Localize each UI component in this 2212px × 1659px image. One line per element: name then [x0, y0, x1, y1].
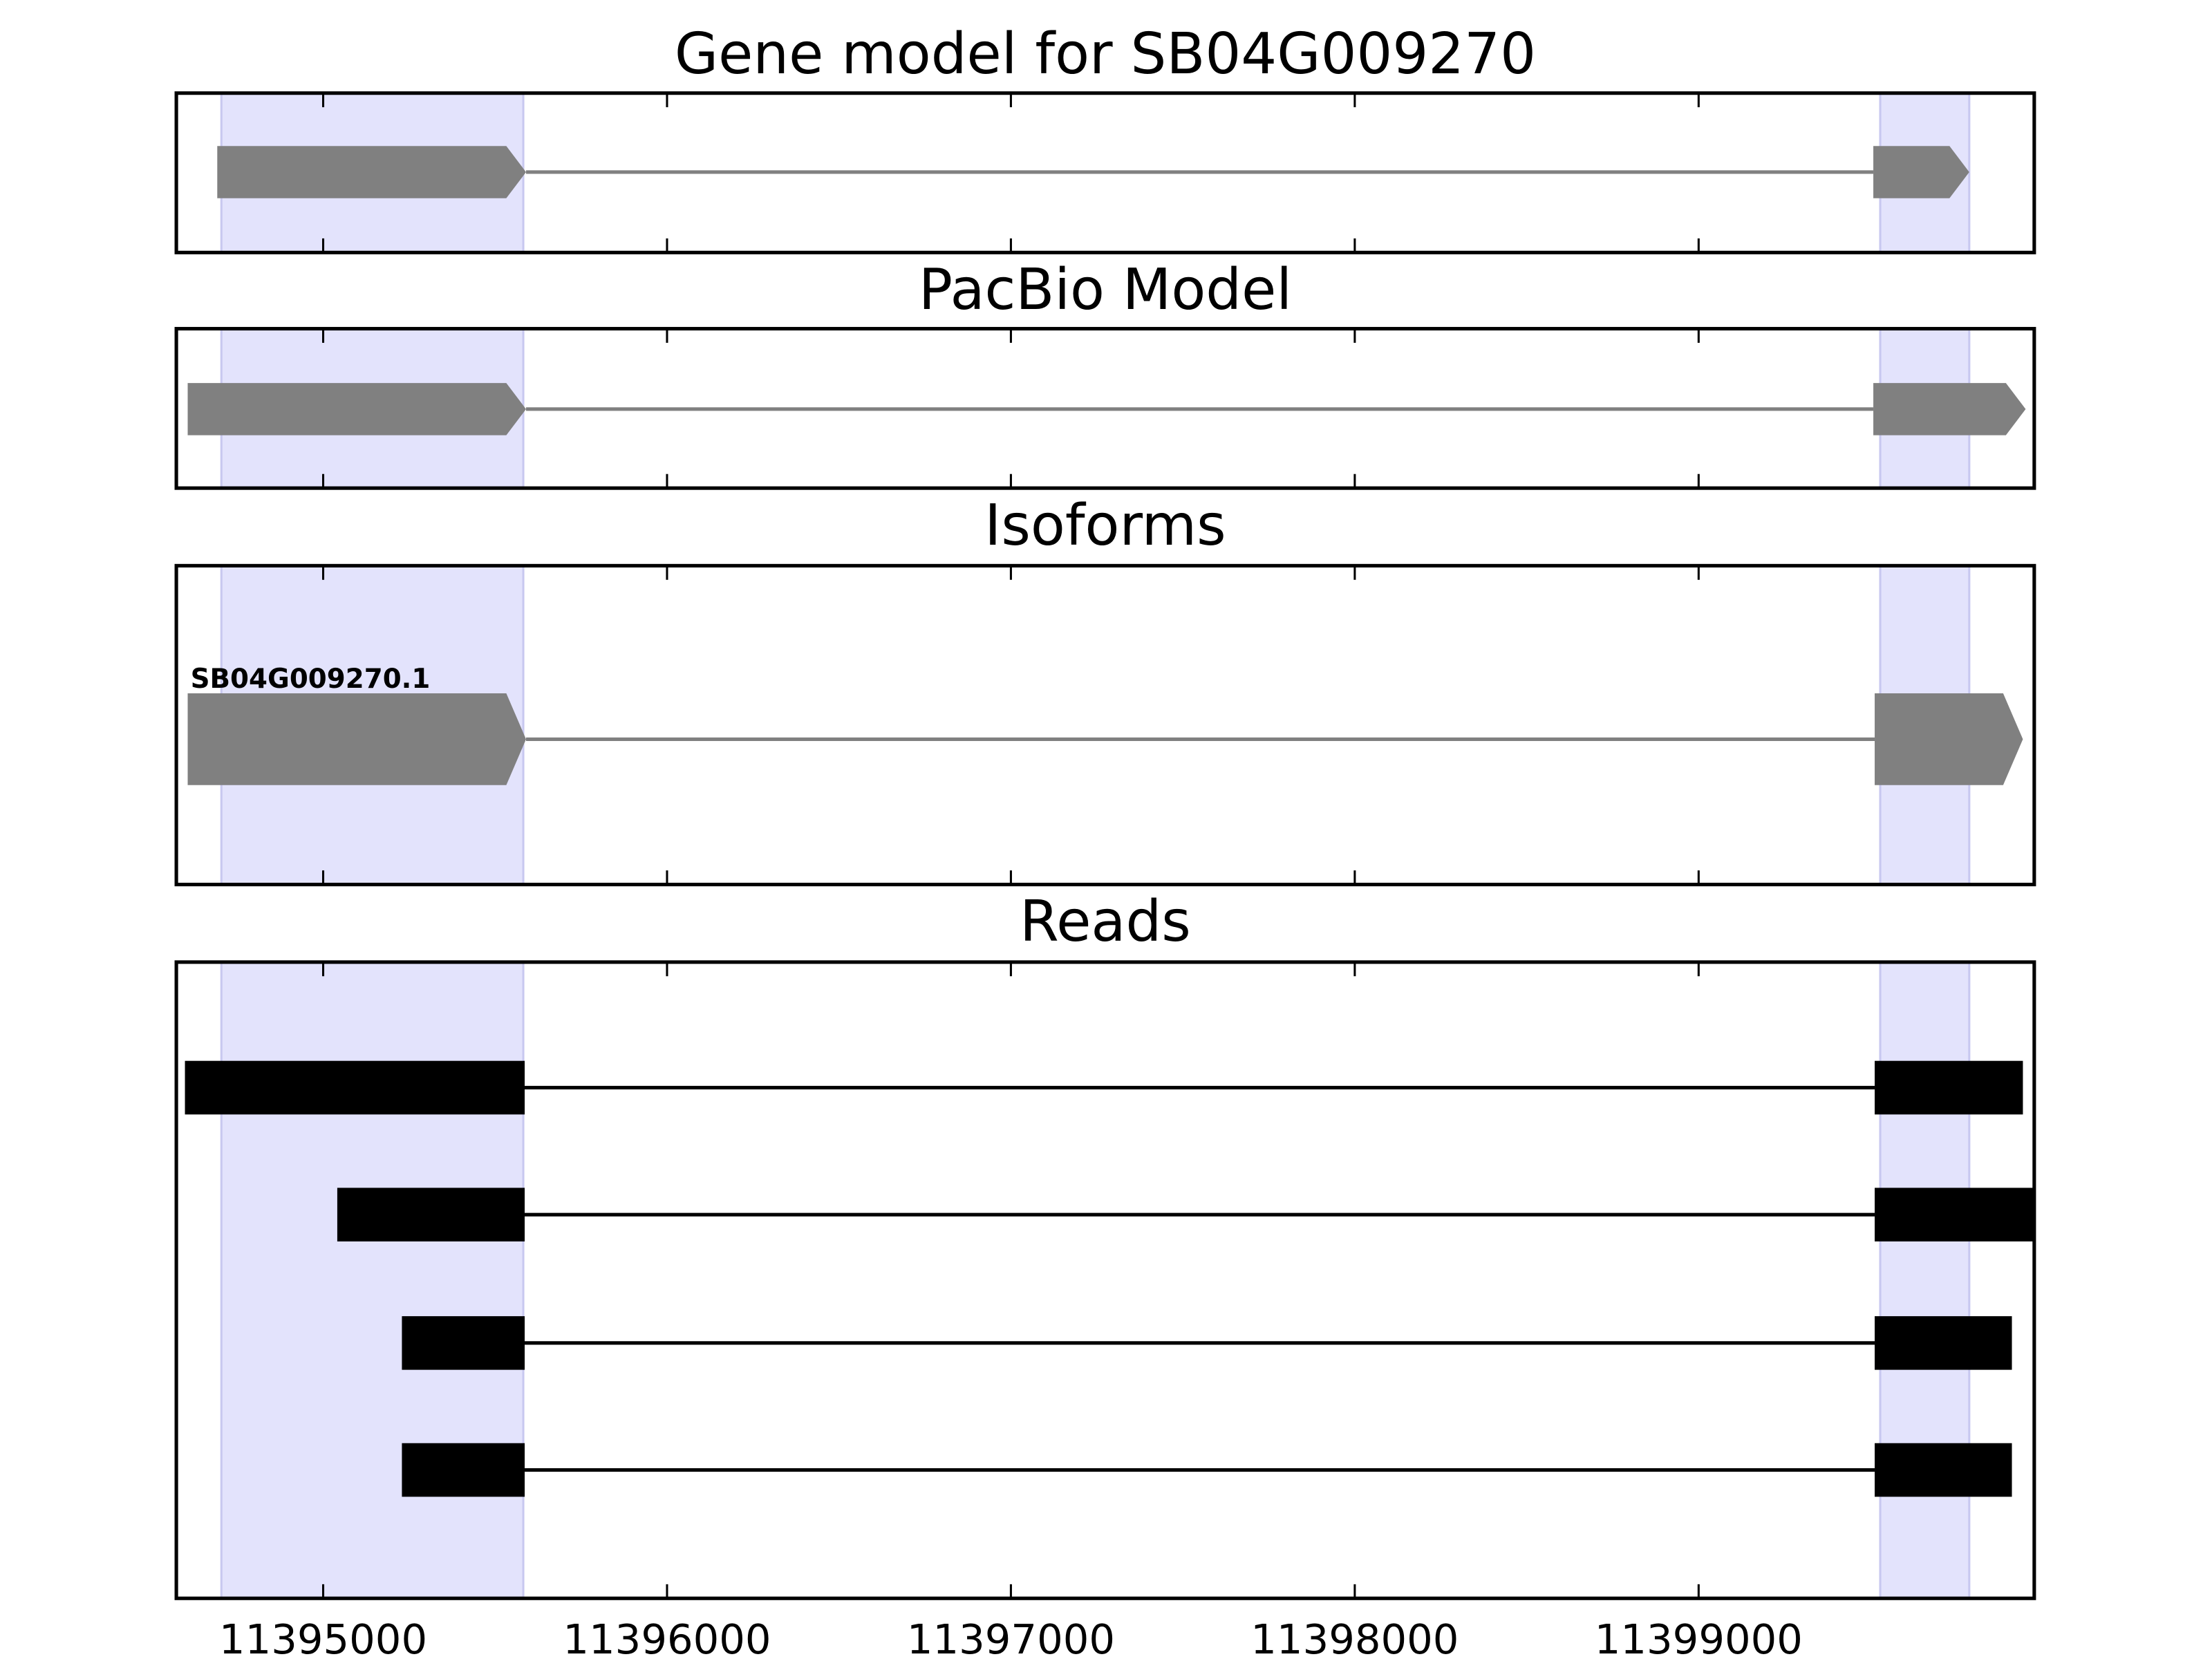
highlight-region — [220, 961, 525, 1600]
exon-arrow — [187, 693, 527, 785]
x-tick-label: 11399000 — [1595, 1615, 1803, 1659]
read-exon — [1875, 1316, 2012, 1370]
x-tick-label: 11396000 — [563, 1615, 771, 1659]
read-exon — [1875, 1188, 2034, 1241]
panel-title: Gene model for SB04G009270 — [675, 21, 1536, 87]
read-exon — [185, 1060, 525, 1115]
panel-frame — [174, 563, 2036, 887]
x-tick-label: 11398000 — [1250, 1615, 1459, 1659]
panel-title: Reads — [1020, 889, 1191, 955]
x-tick-label: 11397000 — [907, 1615, 1115, 1659]
panel-title: PacBio Model — [919, 257, 1292, 323]
x-tick-label: 11395000 — [219, 1615, 427, 1659]
isoform-label: SB04G009270.1 — [191, 664, 431, 695]
panel-frame — [174, 326, 2036, 490]
panel-frame — [174, 960, 2036, 1600]
read-exon — [1875, 1443, 2012, 1497]
exon-arrow — [187, 383, 527, 435]
exon-arrow — [217, 146, 527, 198]
panel-title: Isoforms — [984, 493, 1226, 559]
exon-arrow — [1873, 383, 2026, 435]
read-exon — [1875, 1060, 2023, 1115]
highlight-region — [1879, 961, 1971, 1600]
read-exon — [402, 1443, 525, 1497]
panel-frame — [174, 91, 2036, 254]
read-exon — [402, 1316, 525, 1370]
exon-arrow — [1875, 693, 2023, 785]
exon-arrow — [1873, 146, 1969, 198]
read-exon — [337, 1188, 525, 1241]
